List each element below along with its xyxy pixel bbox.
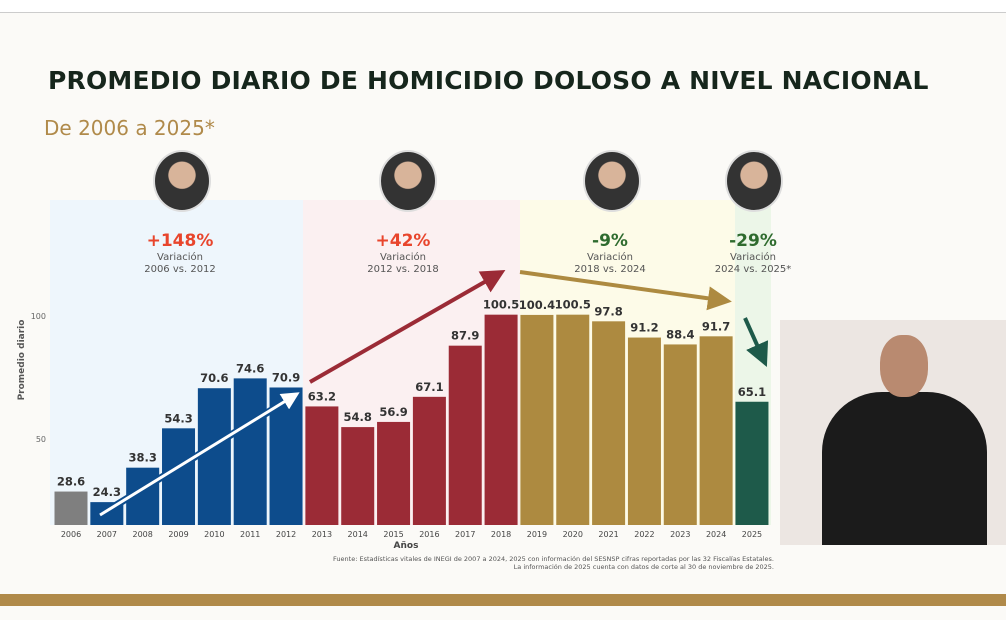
bar-2018 xyxy=(484,314,518,525)
bar-2006 xyxy=(54,491,88,525)
bar-2019 xyxy=(520,314,554,525)
bar-2013 xyxy=(305,406,339,525)
y-axis-label: Promedio diario xyxy=(17,320,27,401)
x-tick-label: 2022 xyxy=(634,530,654,539)
variation-pct: -29% xyxy=(729,231,777,251)
x-tick-label: 2016 xyxy=(419,530,439,539)
portrait-2018-2024 xyxy=(583,150,641,212)
variation-pct: -9% xyxy=(592,231,628,251)
x-tick-label: 2021 xyxy=(598,530,618,539)
x-tick-label: 2017 xyxy=(455,530,475,539)
variation-label: Variación xyxy=(157,252,203,263)
window-top-edge xyxy=(0,0,1006,13)
page-title: PROMEDIO DIARIO DE HOMICIDIO DOLOSO A NI… xyxy=(48,66,929,95)
y-tick-label: 50 xyxy=(36,435,46,444)
trend-arrow-2006-2012 xyxy=(99,392,300,517)
data-label: 67.1 xyxy=(415,380,443,394)
bar-2010 xyxy=(197,388,231,525)
variation-2018-2024: -9% Variación 2018 vs. 2024 xyxy=(540,230,680,276)
variation-2024-2025: -29% Variación 2024 vs. 2025* xyxy=(683,230,823,276)
sign-language-interpreter-video xyxy=(780,320,1006,545)
x-tick-label: 2019 xyxy=(527,530,547,539)
data-label: 97.8 xyxy=(594,304,622,318)
trend-arrow-2024-2025 xyxy=(743,317,769,367)
portrait-2006-2012 xyxy=(153,150,211,212)
x-tick-label: 2020 xyxy=(563,530,583,539)
y-tick-label: 100 xyxy=(31,312,46,321)
data-label: 54.3 xyxy=(164,411,192,425)
data-label: 70.9 xyxy=(272,370,300,384)
x-tick-label: 2014 xyxy=(348,530,368,539)
bar-2017 xyxy=(448,345,482,525)
x-tick-label: 2013 xyxy=(312,530,332,539)
footnote-line-1: Fuente: Estadísticas vitales de INEGI de… xyxy=(333,555,774,563)
variation-label: Variación xyxy=(730,252,776,263)
interpreter-head xyxy=(880,335,928,397)
data-label: 100.5 xyxy=(555,298,591,312)
x-axis-label: Años xyxy=(394,541,419,551)
x-tick-label: 2007 xyxy=(97,530,117,539)
data-label: 63.2 xyxy=(308,389,336,403)
variation-range: 2024 vs. 2025* xyxy=(714,264,792,275)
x-tick-label: 2008 xyxy=(133,530,153,539)
data-label: 88.4 xyxy=(666,327,694,341)
page-subtitle: De 2006 a 2025* xyxy=(44,116,215,140)
portrait-2012-2018 xyxy=(379,150,437,212)
bar-2021 xyxy=(592,321,626,525)
data-label: 87.9 xyxy=(451,329,479,343)
bar-2016 xyxy=(412,396,446,525)
x-tick-label: 2023 xyxy=(670,530,690,539)
x-tick-label: 2018 xyxy=(491,530,511,539)
x-tick-label: 2024 xyxy=(706,530,726,539)
data-label: 91.2 xyxy=(630,321,658,335)
data-label: 100.5 xyxy=(483,298,519,312)
x-tick-label: 2006 xyxy=(61,530,81,539)
bar-2020 xyxy=(556,314,590,525)
x-tick-label: 2015 xyxy=(383,530,403,539)
x-tick-label: 2010 xyxy=(204,530,224,539)
data-label: 74.6 xyxy=(236,361,264,375)
data-label: 70.6 xyxy=(200,371,228,385)
x-tick-label: 2012 xyxy=(276,530,296,539)
variation-pct: +148% xyxy=(146,231,214,251)
trend-arrow-2012-2018 xyxy=(309,270,506,384)
bar-2025 xyxy=(735,401,769,525)
bar-2023 xyxy=(663,344,697,525)
variation-label: Variación xyxy=(380,252,426,263)
data-label: 100.4 xyxy=(519,298,555,312)
bottom-accent-bar xyxy=(0,594,1006,606)
band-2019-2024 xyxy=(520,200,735,525)
data-label: 56.9 xyxy=(379,405,407,419)
data-label: 54.8 xyxy=(344,410,372,424)
trend-arrow-2018-2024 xyxy=(519,270,732,311)
x-tick-label: 2011 xyxy=(240,530,260,539)
x-tick-label: 2025 xyxy=(742,530,762,539)
data-label: 91.7 xyxy=(702,319,730,333)
data-label: 24.3 xyxy=(93,485,121,499)
variation-label: Variación xyxy=(587,252,633,263)
bar-2024 xyxy=(699,336,733,525)
variation-2012-2018: +42% Variación 2012 vs. 2018 xyxy=(333,230,473,276)
portrait-2024-2025 xyxy=(725,150,783,212)
data-label: 65.1 xyxy=(738,385,766,399)
variation-2006-2012: +148% Variación 2006 vs. 2012 xyxy=(110,230,250,276)
data-label: 28.6 xyxy=(57,475,85,489)
variation-range: 2012 vs. 2018 xyxy=(367,264,439,275)
bar-2011 xyxy=(233,378,267,525)
variation-range: 2018 vs. 2024 xyxy=(574,264,646,275)
variation-pct: +42% xyxy=(375,231,431,251)
bar-2022 xyxy=(627,337,661,525)
x-tick-label: 2009 xyxy=(168,530,188,539)
interpreter-body xyxy=(822,392,987,545)
data-label: 38.3 xyxy=(128,451,156,465)
bar-2014 xyxy=(341,427,375,525)
band-2013-2018 xyxy=(303,200,520,525)
bar-2015 xyxy=(377,421,411,525)
variation-range: 2006 vs. 2012 xyxy=(144,264,216,275)
footnote-line-2: La información de 2025 cuenta con datos … xyxy=(513,563,774,571)
